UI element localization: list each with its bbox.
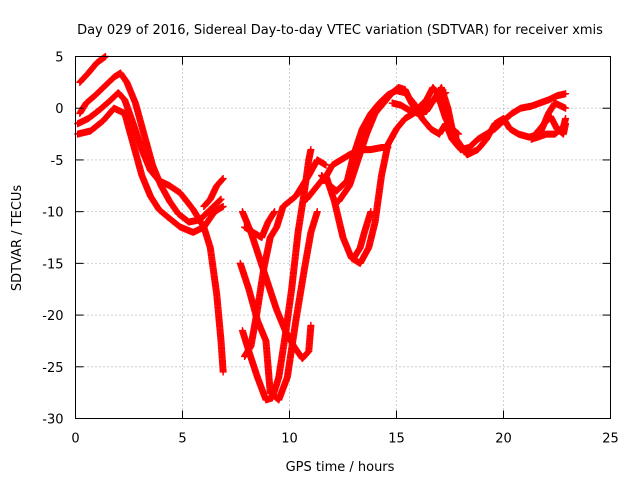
y-tick-label: -25 xyxy=(42,361,63,376)
plot-frame xyxy=(75,56,611,419)
y-tick-label: -10 xyxy=(42,206,63,221)
data-point xyxy=(442,89,450,97)
data-point xyxy=(218,175,226,183)
series-arc-14 xyxy=(320,144,392,185)
x-tick-label: 5 xyxy=(178,432,186,447)
y-axis-label: SDTVAR / TECUs xyxy=(10,185,25,292)
data-point xyxy=(219,202,227,210)
series-arc-8 xyxy=(238,146,315,404)
data-points xyxy=(74,53,570,404)
y-tick-label: -20 xyxy=(42,309,63,324)
series-arc-4 xyxy=(74,104,227,236)
x-tick-label: 15 xyxy=(388,432,405,447)
x-tick-label: 0 xyxy=(71,432,79,447)
data-point xyxy=(562,120,570,128)
data-point xyxy=(322,161,330,169)
x-tick-label: 20 xyxy=(495,432,512,447)
y-tick-label: -30 xyxy=(42,413,63,428)
data-point xyxy=(218,176,226,184)
data-point xyxy=(216,196,224,204)
y-tick-label: -15 xyxy=(42,257,63,272)
series-arc-11 xyxy=(303,84,570,267)
data-point xyxy=(562,90,570,98)
x-tick-label: 25 xyxy=(602,432,619,447)
data-point xyxy=(307,146,315,154)
data-point xyxy=(271,208,279,216)
y-tick-label: -5 xyxy=(51,154,64,169)
y-tick-label: 0 xyxy=(55,102,63,117)
series-arc-9 xyxy=(236,208,321,404)
axis-ticks: 0 5 10 15 20 25 5 0 -5 -10 -15 -20 -25 -30 xyxy=(42,51,619,447)
data-point xyxy=(384,144,392,152)
series-arc-3 xyxy=(74,89,227,376)
chart-title: Day 029 of 2016, Sidereal Day-to-day VTE… xyxy=(77,23,603,38)
data-point xyxy=(455,130,463,138)
series-arc-15 xyxy=(350,208,375,262)
data-point xyxy=(562,104,570,112)
series-arc-5 xyxy=(200,175,227,210)
x-tick-label: 10 xyxy=(281,432,298,447)
data-point xyxy=(219,175,227,183)
data-point xyxy=(217,195,225,203)
data-point xyxy=(367,208,375,216)
data-point xyxy=(313,208,321,216)
data-point xyxy=(215,197,223,205)
series-arc-16 xyxy=(388,89,450,117)
series-arc-10 xyxy=(241,208,279,241)
y-tick-label: 5 xyxy=(55,51,63,66)
series-arc-18 xyxy=(532,112,570,138)
series-arc-1 xyxy=(76,53,109,86)
data-point xyxy=(219,368,227,376)
series-arc-2 xyxy=(76,69,225,226)
data-point xyxy=(307,321,315,329)
x-axis-label: GPS time / hours xyxy=(286,460,395,475)
